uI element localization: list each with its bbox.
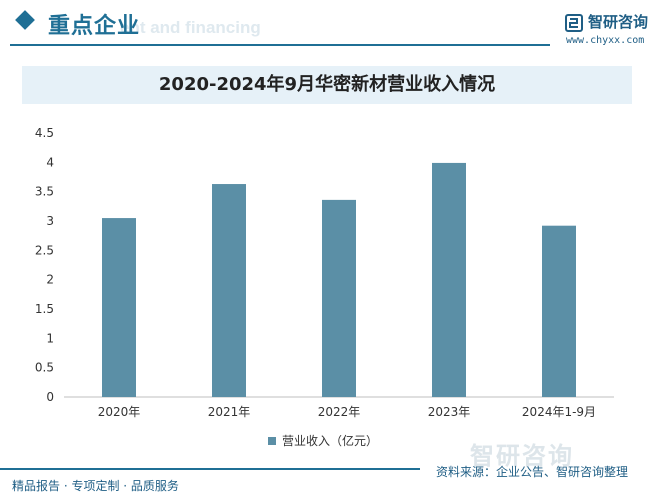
bar: [322, 199, 356, 397]
y-tick-label: 3.5: [35, 185, 54, 199]
y-tick-label: 2: [46, 273, 54, 287]
y-tick-label: 4: [46, 155, 54, 169]
brand-name: 智研咨询: [588, 13, 649, 31]
bar: [102, 218, 136, 397]
y-tick-label: 1: [46, 331, 54, 345]
source-note: 资料来源：企业公告、智研咨询整理: [436, 465, 629, 479]
y-tick-label: 1.5: [35, 302, 54, 316]
header: ent and financing 重点企业 智研咨询 www.chyxx.co…: [0, 0, 655, 48]
footer-tagline: 精品报告 · 专项定制 · 品质服务: [12, 479, 179, 493]
bar: [542, 225, 576, 397]
legend-swatch: [268, 436, 276, 445]
chart-legend: 营业收入（亿元）: [268, 432, 378, 449]
footer-divider: [0, 468, 420, 470]
brand-url: www.chyxx.com: [566, 35, 645, 46]
y-tick-label: 0: [46, 390, 54, 404]
x-tick-label: 2024年1-9月: [522, 405, 596, 419]
y-tick-label: 4.5: [35, 126, 54, 140]
x-tick-label: 2023年: [428, 405, 471, 419]
section-title: 重点企业: [48, 14, 141, 39]
bar: [432, 162, 466, 397]
y-tick-label: 0.5: [35, 361, 54, 375]
header-ghost-text: ent and financing: [120, 18, 261, 37]
chart-title: 2020-2024年9月华密新材营业收入情况: [158, 74, 496, 95]
chart-title-band: [22, 66, 632, 104]
legend-label: 营业收入（亿元）: [282, 434, 379, 448]
y-tick-label: 3: [46, 214, 54, 228]
watermark-brand: 智研咨询: [470, 442, 574, 470]
x-tick-label: 2021年: [208, 405, 251, 419]
brand-logo-icon: [565, 14, 583, 32]
y-tick-label: 2.5: [35, 243, 54, 257]
x-tick-label: 2020年: [98, 405, 141, 419]
header-divider: [10, 44, 550, 46]
x-tick-label: 2022年: [318, 405, 361, 419]
bar: [212, 184, 246, 397]
